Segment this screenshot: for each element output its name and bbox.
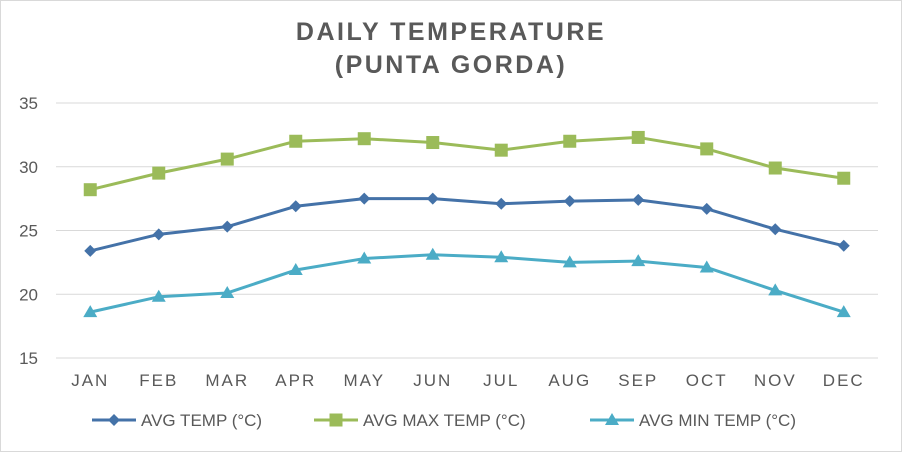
data-point <box>494 143 508 157</box>
data-point <box>358 192 371 205</box>
data-point <box>837 239 850 252</box>
data-point <box>563 134 577 148</box>
y-tick-label: 35 <box>19 94 38 113</box>
data-point <box>768 161 782 175</box>
x-tick-label: MAR <box>205 371 249 390</box>
x-tick-label: OCT <box>686 371 728 390</box>
data-point <box>495 197 508 210</box>
gridlines <box>56 102 878 359</box>
data-point <box>220 152 234 166</box>
x-tick-label: SEP <box>618 371 658 390</box>
legend-label: AVG MAX TEMP (°C) <box>363 411 526 430</box>
data-point <box>700 202 713 215</box>
data-point <box>563 195 576 208</box>
legend-item-3: AVG MIN TEMP (°C) <box>590 411 796 430</box>
y-axis: 15 20 25 30 35 <box>19 94 38 368</box>
x-tick-label: MAY <box>343 371 385 390</box>
chart-title-line-2: (PUNTA GORDA) <box>335 51 567 79</box>
data-point <box>700 142 714 156</box>
data-point <box>152 166 166 180</box>
x-tick-label: JUL <box>483 371 519 390</box>
x-tick-label: DEC <box>823 371 865 390</box>
data-point <box>83 305 98 318</box>
data-point <box>83 183 97 197</box>
series-group <box>83 130 851 318</box>
chart-title-line-1: DAILY TEMPERATURE <box>296 18 606 46</box>
series-line <box>89 253 845 314</box>
data-point <box>699 260 714 273</box>
data-point <box>357 132 371 146</box>
data-point <box>84 244 97 257</box>
data-point <box>562 255 577 268</box>
legend-marker <box>108 414 120 426</box>
x-tick-label: FEB <box>139 371 178 390</box>
legend-item-1: AVG TEMP (°C) <box>92 411 262 430</box>
x-tick-label: AUG <box>548 371 591 390</box>
data-point <box>425 247 440 260</box>
data-point <box>768 283 783 296</box>
legend-label: AVG MIN TEMP (°C) <box>639 411 796 430</box>
legend: AVG TEMP (°C) AVG MAX TEMP (°C) AVG MIN TE… <box>92 411 796 430</box>
data-point <box>426 192 439 205</box>
x-axis: JAN FEB MAR APR MAY JUN JUL AUG SEP OCT NOV DEC <box>71 371 865 390</box>
legend-item-2: AVG MAX TEMP (°C) <box>314 411 526 430</box>
data-point <box>152 228 165 241</box>
data-point <box>151 289 166 302</box>
data-point <box>221 220 234 233</box>
series-line <box>89 135 844 192</box>
data-point <box>288 263 303 276</box>
data-point <box>289 200 302 213</box>
series-3 <box>83 247 851 318</box>
data-point <box>836 305 851 318</box>
data-point <box>494 250 509 263</box>
data-point <box>631 130 645 144</box>
data-point <box>357 251 372 264</box>
x-tick-label: NOV <box>754 371 797 390</box>
series-1 <box>84 192 850 257</box>
data-point <box>220 285 235 298</box>
series-2 <box>83 130 851 197</box>
y-tick-label: 30 <box>19 158 38 177</box>
data-point <box>632 193 645 206</box>
y-tick-label: 15 <box>19 349 38 368</box>
legend-label: AVG TEMP (°C) <box>141 411 262 430</box>
data-point <box>631 254 646 267</box>
data-point <box>769 223 782 236</box>
data-point <box>837 171 851 185</box>
legend-marker <box>329 413 343 427</box>
y-tick-label: 20 <box>19 285 38 304</box>
x-tick-label: APR <box>275 371 316 390</box>
data-point <box>426 136 440 150</box>
data-point <box>289 134 303 148</box>
x-tick-label: JUN <box>413 371 452 390</box>
y-tick-label: 25 <box>19 222 38 241</box>
legend-marker <box>605 413 619 425</box>
x-tick-label: JAN <box>71 371 109 390</box>
series-line <box>89 197 845 253</box>
